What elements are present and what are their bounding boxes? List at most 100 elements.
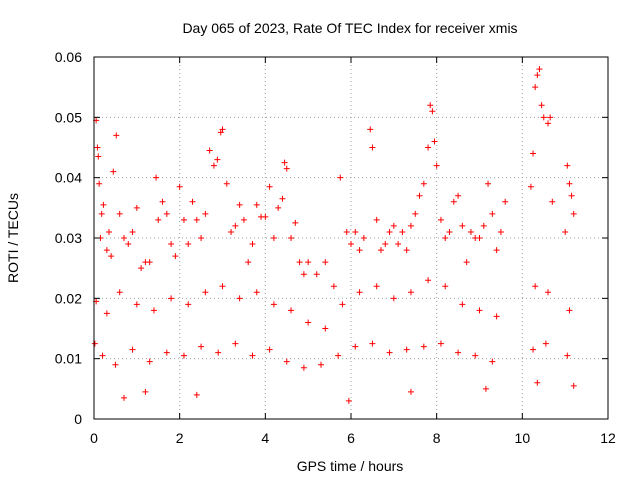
data-point	[232, 222, 239, 229]
data-point	[249, 241, 256, 248]
data-point	[142, 388, 149, 395]
data-point	[270, 235, 277, 241]
data-point	[193, 216, 200, 223]
data-point	[459, 222, 466, 229]
data-point	[103, 310, 110, 317]
data-point	[245, 259, 252, 266]
data-point	[425, 277, 432, 284]
data-point	[472, 352, 479, 359]
data-point	[288, 307, 295, 314]
data-point	[566, 307, 573, 314]
data-point	[395, 241, 402, 248]
y-tick-label: 0	[74, 411, 82, 427]
data-point	[467, 228, 474, 235]
y-tick-label: 0.01	[55, 351, 82, 367]
data-point	[146, 259, 153, 266]
data-point	[283, 358, 290, 365]
data-point	[337, 174, 344, 181]
x-tick-label: 10	[515, 430, 531, 446]
data-point	[534, 72, 541, 79]
data-point	[455, 349, 462, 356]
data-point	[253, 201, 260, 208]
data-point	[356, 247, 363, 254]
data-point	[236, 295, 243, 302]
data-point	[530, 150, 537, 157]
data-point	[318, 361, 325, 368]
data-point	[476, 235, 483, 241]
data-point	[420, 343, 427, 350]
data-point	[407, 289, 414, 296]
data-point	[369, 144, 376, 151]
data-point	[489, 210, 496, 217]
data-point	[217, 129, 224, 136]
y-tick-label: 0.06	[55, 49, 82, 65]
data-point	[214, 156, 221, 163]
data-point	[322, 325, 329, 332]
data-point	[562, 228, 569, 235]
data-point	[210, 162, 217, 169]
data-point	[279, 195, 286, 202]
data-point	[180, 352, 187, 359]
data-point	[547, 114, 554, 121]
data-point	[150, 307, 157, 314]
data-point	[110, 168, 117, 175]
data-point	[530, 346, 537, 353]
data-point	[228, 228, 235, 235]
data-point	[305, 319, 312, 326]
data-point	[367, 126, 374, 133]
data-point	[202, 210, 209, 217]
data-point	[120, 235, 127, 241]
data-point	[198, 235, 205, 241]
data-point	[429, 108, 436, 115]
data-point	[108, 253, 115, 260]
data-point	[568, 192, 575, 199]
data-point	[163, 210, 170, 217]
data-point	[345, 397, 352, 404]
data-point	[493, 313, 500, 320]
data-point	[163, 349, 170, 356]
data-point	[112, 361, 119, 368]
data-point	[407, 222, 414, 229]
data-point	[532, 283, 539, 290]
data-point	[536, 66, 543, 73]
data-point	[262, 213, 269, 220]
data-point	[352, 228, 359, 235]
data-point	[129, 346, 136, 353]
data-point	[116, 289, 123, 296]
data-point	[240, 216, 247, 223]
data-point	[482, 385, 489, 392]
data-point	[455, 192, 462, 199]
data-point	[497, 228, 504, 235]
x-tick-label: 6	[347, 430, 355, 446]
x-tick-label: 8	[433, 430, 441, 446]
chart-title: Day 065 of 2023, Rate Of TEC Index for r…	[182, 20, 517, 36]
data-point	[176, 183, 183, 190]
data-point	[94, 144, 101, 151]
data-point	[480, 222, 487, 229]
data-point	[133, 204, 140, 211]
data-point	[159, 198, 166, 205]
data-point	[570, 382, 577, 389]
data-point	[549, 198, 556, 205]
data-point	[427, 102, 434, 109]
data-point	[98, 210, 105, 217]
data-point	[202, 289, 209, 296]
data-point	[348, 241, 354, 248]
y-tick-label: 0.03	[55, 230, 82, 246]
x-tick-label: 12	[600, 430, 616, 446]
data-points	[91, 66, 577, 404]
data-point	[390, 222, 397, 229]
data-point	[356, 289, 363, 296]
data-point	[288, 235, 295, 241]
data-point	[459, 301, 466, 308]
data-point	[527, 183, 534, 190]
data-point	[360, 235, 367, 241]
data-point	[450, 198, 457, 205]
x-axis-label: GPS time / hours	[297, 458, 404, 474]
data-point	[540, 114, 547, 121]
data-point	[113, 132, 120, 139]
data-point	[335, 352, 342, 359]
data-point	[168, 295, 175, 302]
data-point	[502, 198, 509, 205]
data-point	[198, 343, 205, 350]
